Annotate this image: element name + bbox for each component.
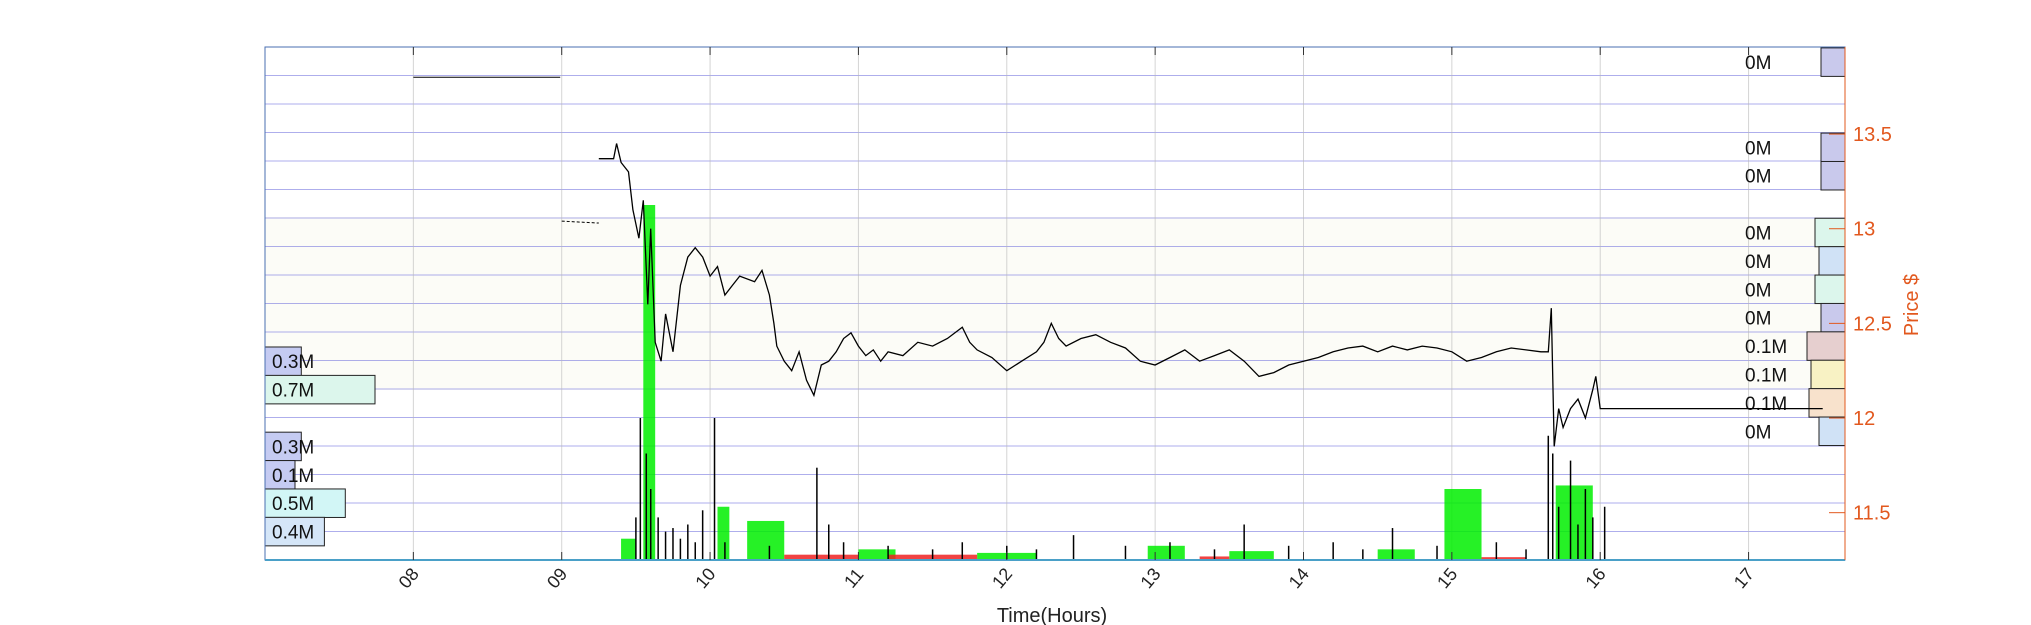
- price-tick-label: 12.5: [1853, 313, 1892, 335]
- right-profile-label: 0.1M: [1745, 337, 1787, 358]
- x-tick-label: 13: [1136, 564, 1164, 592]
- buy-volume-bar: [717, 506, 730, 560]
- left-profile-bar: [264, 374, 376, 405]
- x-tick-label: 10: [691, 564, 719, 592]
- buy-volume-bar: [747, 520, 785, 560]
- price-tick-label: 13: [1853, 219, 1875, 241]
- left-profile-bar: [264, 460, 296, 490]
- price-tick-label: 11.5: [1853, 503, 1890, 525]
- left-profile-label: 0.7M: [272, 381, 314, 402]
- right-profile-label: 0M: [1745, 422, 1771, 443]
- y-axis-title: Price $: [1901, 274, 1923, 336]
- right-volume-profile: 0M 0M 0M 0M 0M 0M 0M 0.1M 0.1M 0.1M 0M: [1745, 47, 1846, 447]
- left-profile-label: 0.3M: [272, 437, 314, 458]
- right-profile-bar: [1820, 47, 1846, 77]
- x-tick-label: 14: [1285, 564, 1313, 592]
- right-profile-bar: [1818, 416, 1846, 447]
- buy-volume-bar: [858, 549, 896, 560]
- sell-volume-bar: [784, 554, 859, 560]
- right-profile-bar: [1808, 388, 1846, 418]
- right-profile-label: 0.1M: [1745, 394, 1787, 415]
- buy-volume-bar: [1147, 545, 1185, 560]
- right-profile-label: 0M: [1745, 280, 1771, 301]
- right-profile-label: 0M: [1745, 53, 1771, 74]
- right-profile-bar: [1814, 217, 1846, 248]
- price-axis-ticks: 11.5 12 12.5 13 13.5: [1829, 124, 1892, 525]
- left-profile-bar: [264, 516, 325, 547]
- sell-volume-bar: [1481, 557, 1527, 560]
- x-tick-label: 12: [988, 564, 1016, 592]
- left-profile-bar: [264, 346, 302, 376]
- x-tick-label: 11: [840, 565, 867, 592]
- x-axis-title: Time(Hours): [997, 605, 1107, 625]
- right-profile-bar: [1818, 246, 1846, 276]
- right-profile-bar: [1806, 331, 1846, 361]
- right-profile-bar: [1820, 160, 1846, 191]
- x-tick-label: 09: [543, 564, 571, 592]
- buy-volume-bar: [1229, 551, 1274, 560]
- right-profile-label: 0M: [1745, 224, 1771, 245]
- price-tick-label: 13.5: [1853, 124, 1892, 146]
- buy-volume-bar: [1444, 489, 1482, 560]
- left-profile-label: 0.3M: [272, 352, 314, 373]
- right-profile-label: 0M: [1745, 138, 1771, 159]
- buy-volume-bar: [1555, 485, 1593, 560]
- left-profile-label: 0.4M: [272, 523, 314, 544]
- x-tick-label: 15: [1433, 564, 1461, 592]
- left-profile-bar: [264, 431, 302, 462]
- left-profile-label: 0.1M: [272, 466, 314, 487]
- price-tick-label: 12: [1853, 408, 1875, 430]
- right-profile-bar: [1810, 359, 1846, 390]
- price-line-layer: [413, 76, 1823, 447]
- right-profile-label: 0M: [1745, 167, 1771, 188]
- buy-volume-bar: [643, 205, 656, 560]
- buy-volume-bar: [621, 538, 636, 560]
- price-line-preopen: [561, 220, 599, 224]
- right-profile-bar: [1820, 132, 1846, 163]
- right-profile-label: 0.1M: [1745, 365, 1787, 386]
- right-profile-label: 0M: [1745, 252, 1771, 273]
- x-tick-label: 08: [395, 564, 423, 592]
- right-profile-bar: [1814, 274, 1846, 305]
- left-profile-label: 0.5M: [272, 494, 314, 515]
- right-profile-bar: [1820, 302, 1846, 333]
- x-tick-label: 17: [1730, 564, 1758, 592]
- buy-volume-bar: [1377, 549, 1415, 560]
- price-line: [598, 143, 1823, 447]
- x-tick-label: 16: [1582, 564, 1610, 592]
- right-profile-label: 0M: [1745, 309, 1771, 330]
